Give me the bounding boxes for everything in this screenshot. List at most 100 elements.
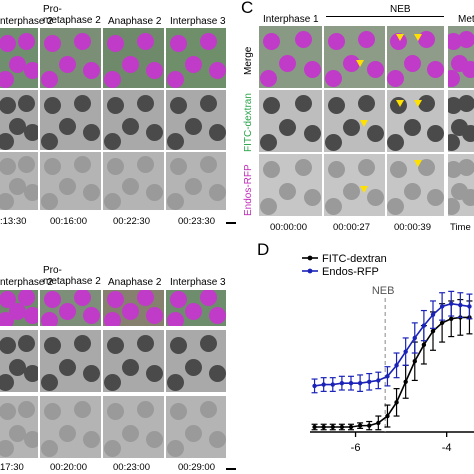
nucleus bbox=[324, 134, 342, 152]
data-point bbox=[376, 378, 381, 383]
nucleus bbox=[40, 192, 58, 210]
nucleus bbox=[327, 161, 345, 178]
arrowhead-marker bbox=[360, 120, 368, 127]
nucleus bbox=[457, 31, 474, 49]
nucleus bbox=[106, 96, 124, 114]
series-line-0 bbox=[314, 316, 470, 428]
nucleus bbox=[263, 97, 281, 114]
arrowhead-marker bbox=[396, 34, 404, 41]
nucleus bbox=[40, 70, 58, 88]
nucleus bbox=[166, 132, 184, 150]
nucleus bbox=[0, 96, 17, 114]
data-point bbox=[403, 349, 408, 354]
header-interphase-1: Interphase 1 bbox=[263, 14, 319, 25]
data-point bbox=[467, 304, 472, 309]
image-tile bbox=[166, 396, 226, 458]
image-tile bbox=[259, 90, 322, 152]
data-point bbox=[412, 335, 417, 341]
nucleus bbox=[358, 95, 376, 113]
nucleus bbox=[74, 94, 92, 112]
nucleus bbox=[23, 61, 38, 79]
nucleus bbox=[8, 117, 26, 135]
nucleus bbox=[121, 55, 139, 73]
image-tile bbox=[40, 290, 101, 326]
data-point bbox=[385, 413, 390, 419]
image-tile bbox=[0, 290, 38, 326]
image-tile bbox=[387, 26, 444, 88]
time-label-cut: Time bbox=[450, 222, 471, 233]
nucleus bbox=[18, 290, 36, 307]
nucleus bbox=[146, 306, 164, 324]
data-point bbox=[348, 380, 354, 386]
neb-bracket-line bbox=[326, 16, 444, 17]
scale-bar bbox=[226, 222, 236, 224]
panel-letter-d: D bbox=[257, 240, 270, 259]
data-point bbox=[449, 316, 454, 321]
nucleus bbox=[121, 178, 139, 196]
image-tile bbox=[166, 90, 226, 150]
nucleus bbox=[43, 158, 61, 175]
header-anaphase-2: Anaphase 2 bbox=[108, 16, 162, 27]
nucleus bbox=[83, 123, 101, 141]
nucleus bbox=[278, 54, 296, 72]
header-interphase-2: nterphase 2 bbox=[0, 16, 53, 27]
timestamp: 00:23:30 bbox=[178, 216, 215, 227]
nucleus bbox=[106, 290, 124, 308]
image-tile bbox=[0, 90, 38, 150]
nucleus bbox=[208, 364, 226, 382]
arrowhead-marker bbox=[414, 160, 422, 167]
nucleus bbox=[58, 424, 76, 442]
data-point bbox=[348, 424, 354, 430]
nucleus bbox=[426, 124, 444, 142]
nucleus bbox=[18, 401, 36, 419]
nucleus bbox=[103, 132, 121, 150]
nucleus bbox=[137, 401, 155, 419]
nucleus bbox=[137, 290, 155, 307]
header-interphase-3: Interphase 3 bbox=[170, 16, 226, 27]
nucleus bbox=[448, 198, 461, 216]
nucleus bbox=[457, 95, 474, 113]
nucleus bbox=[169, 96, 187, 114]
nucleus bbox=[74, 290, 92, 307]
arrowhead-marker bbox=[414, 100, 422, 107]
timestamp: 00:00:00 bbox=[270, 222, 307, 233]
nucleus bbox=[324, 198, 342, 216]
nucleus bbox=[137, 156, 155, 174]
nucleus bbox=[18, 32, 36, 50]
nucleus bbox=[8, 178, 26, 196]
nucleus bbox=[367, 60, 385, 78]
nucleus bbox=[18, 156, 36, 174]
data-point bbox=[321, 424, 326, 430]
legend-marker bbox=[307, 255, 313, 261]
nucleus bbox=[169, 403, 187, 420]
image-tile bbox=[0, 330, 38, 392]
nucleus bbox=[121, 358, 139, 376]
nucleus bbox=[0, 132, 15, 150]
data-point bbox=[421, 342, 427, 347]
x-tick-label: -4 bbox=[442, 442, 452, 454]
nucleus bbox=[208, 430, 226, 448]
data-point bbox=[339, 380, 345, 386]
image-tile bbox=[324, 26, 385, 88]
nucleus bbox=[58, 55, 76, 73]
nucleus bbox=[199, 32, 217, 50]
timestamp: 00:29:00 bbox=[178, 462, 215, 473]
nucleus bbox=[294, 95, 312, 113]
image-tile bbox=[103, 290, 164, 326]
nucleus bbox=[263, 161, 281, 178]
image-tile bbox=[40, 152, 101, 210]
header-interphase-2: nterphase 2 bbox=[0, 277, 53, 288]
data-point bbox=[439, 320, 445, 326]
nucleus bbox=[43, 403, 61, 420]
neb-label: NEB bbox=[372, 285, 395, 297]
nucleus bbox=[58, 178, 76, 196]
nucleus bbox=[146, 430, 164, 448]
nucleus bbox=[74, 32, 92, 50]
nucleus bbox=[83, 364, 101, 382]
nucleus bbox=[342, 54, 360, 72]
header-anaphase-2: Anaphase 2 bbox=[108, 277, 162, 288]
nucleus bbox=[103, 374, 121, 392]
nucleus bbox=[404, 118, 422, 136]
nucleus bbox=[169, 290, 187, 308]
